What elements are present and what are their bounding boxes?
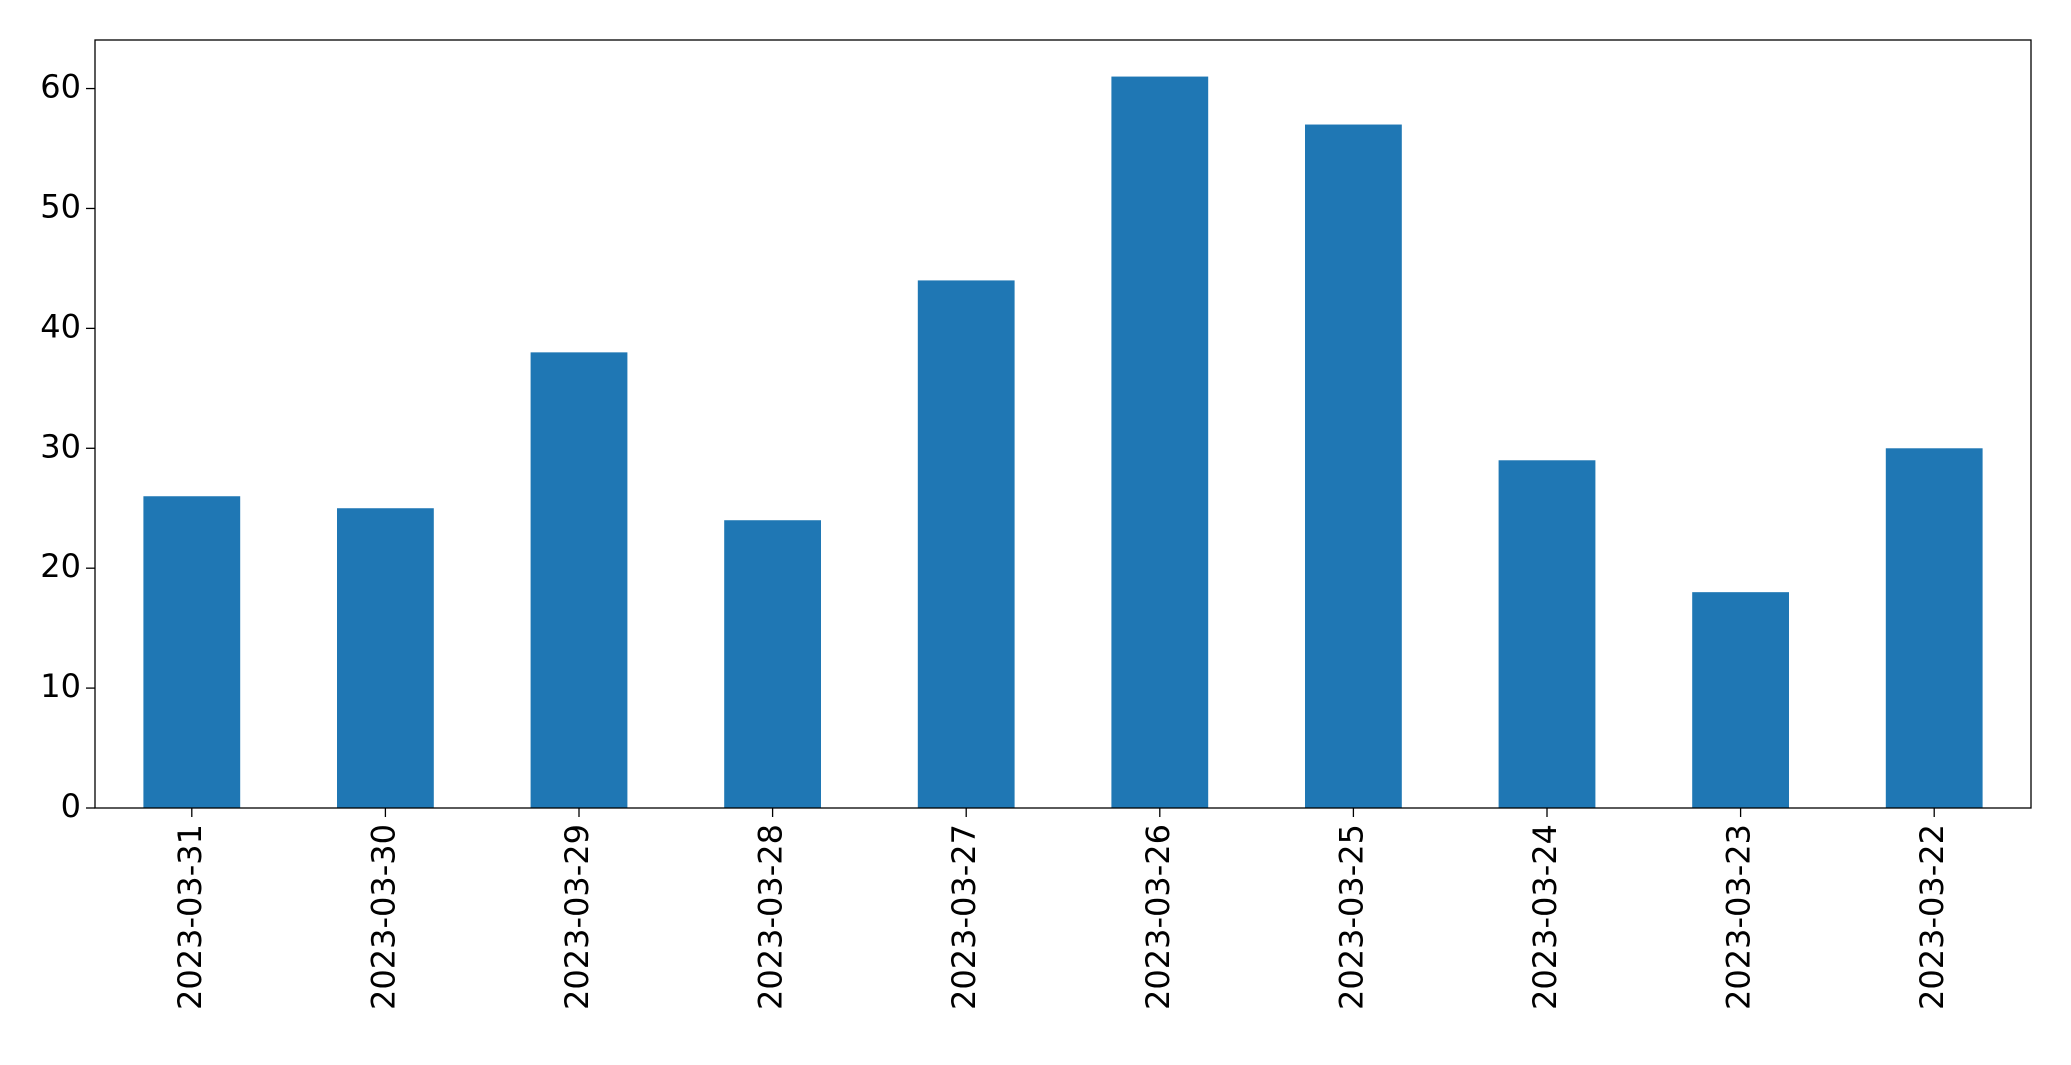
y-tick-label: 20: [40, 547, 81, 585]
bar: [530, 352, 628, 808]
bar: [1111, 76, 1209, 809]
x-tick-label: 2023-03-28: [752, 824, 790, 1010]
x-tick-label: 2023-03-27: [945, 824, 983, 1010]
plot-frame: [94, 39, 2032, 809]
bar: [1305, 124, 1402, 809]
x-tick-label: 2023-03-30: [364, 824, 402, 1010]
bar: [724, 520, 821, 808]
bar: [337, 508, 434, 808]
bar: [143, 496, 241, 808]
y-tick-label: 60: [40, 68, 81, 106]
x-tick-label: 2023-03-25: [1332, 824, 1370, 1010]
bar: [1692, 592, 1789, 808]
bar: [917, 280, 1015, 808]
y-tick-label: 50: [40, 187, 81, 225]
x-tick-label: 2023-03-26: [1139, 824, 1177, 1010]
x-tick-label: 2023-03-24: [1526, 824, 1564, 1010]
x-tick-label: 2023-03-23: [1720, 824, 1758, 1010]
bar: [1885, 448, 1983, 808]
y-tick-label: 0: [61, 787, 81, 825]
y-tick-label: 10: [40, 667, 81, 705]
x-tick-label: 2023-03-31: [171, 824, 209, 1010]
x-tick-label: 2023-03-22: [1913, 824, 1951, 1010]
y-tick-label: 30: [40, 427, 81, 465]
x-tick-label: 2023-03-29: [558, 824, 596, 1010]
y-tick-label: 40: [40, 307, 81, 345]
bar: [1498, 460, 1596, 808]
